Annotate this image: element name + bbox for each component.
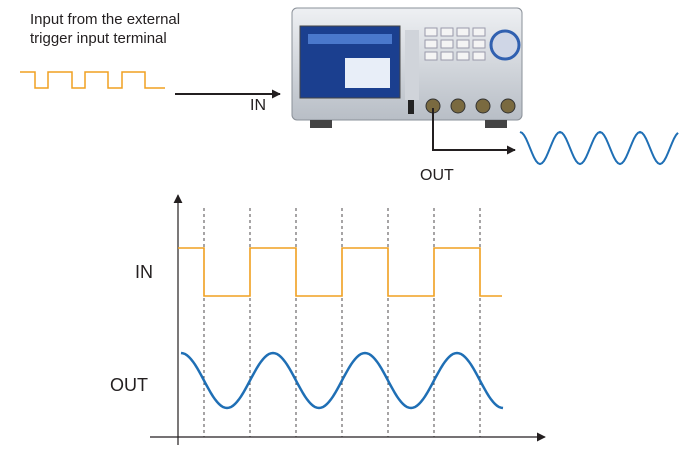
out-timing-label: OUT (110, 375, 148, 395)
in-timing-label: IN (135, 262, 153, 282)
output-sine-wave (519, 130, 679, 166)
in-label: IN (250, 97, 266, 114)
output-arrow (432, 108, 516, 155)
input-square-wave (20, 71, 165, 89)
out-timing-wave (180, 351, 504, 410)
caption-line: trigger input terminal (30, 30, 167, 47)
instrument (291, 7, 523, 128)
out-label: OUT (420, 167, 454, 184)
in-timing-wave (178, 247, 502, 297)
caption-line: Input from the external (30, 11, 180, 28)
